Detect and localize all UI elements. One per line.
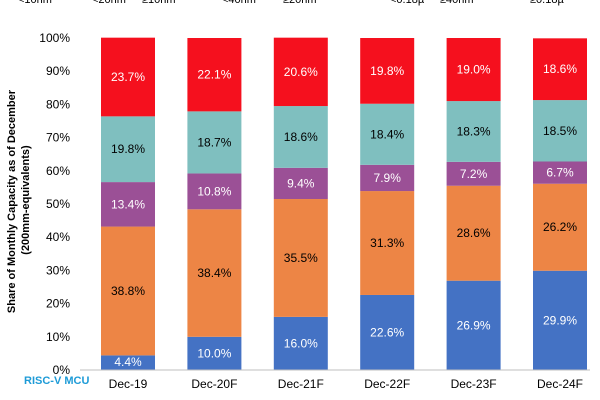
y-axis-label-line-1: Share of Monthly Capacity as of December bbox=[6, 89, 18, 313]
legend-text: ≥10nm bbox=[142, 0, 176, 6]
data-label: 20.6% bbox=[284, 65, 318, 79]
bar-segment bbox=[273, 199, 328, 317]
bar-segment bbox=[446, 101, 501, 162]
bar-segment bbox=[446, 185, 501, 281]
y-tick-label: 90% bbox=[46, 64, 70, 78]
data-label: 18.6% bbox=[543, 62, 577, 76]
x-tick-label: Dec-19 bbox=[109, 377, 148, 391]
data-label: 10.8% bbox=[197, 184, 231, 198]
data-label: 22.6% bbox=[370, 325, 404, 339]
legend-text: ≥0.18µ bbox=[530, 0, 564, 6]
bars: 4.4% 38.8% 13.4% 19.8% 23.7% 10.0% 38.4% 10.8% 1… bbox=[101, 37, 587, 370]
data-label: 28.6% bbox=[457, 226, 491, 240]
bar-segment bbox=[446, 280, 501, 370]
bar-segment bbox=[360, 164, 415, 192]
data-label: 26.2% bbox=[543, 220, 577, 234]
x-tick-label: Dec-24F bbox=[537, 377, 583, 391]
data-label: 31.3% bbox=[370, 236, 404, 250]
x-tick-label: Dec-22F bbox=[364, 377, 410, 391]
data-label: 38.8% bbox=[111, 284, 145, 298]
data-label: 19.0% bbox=[457, 63, 491, 77]
legend-text: <20nm bbox=[92, 0, 126, 6]
y-tick-label: 70% bbox=[46, 131, 70, 145]
y-axis-label: Share of Monthly Capacity as of December… bbox=[6, 87, 32, 313]
data-label: 18.5% bbox=[543, 124, 577, 138]
bar-segment bbox=[187, 38, 242, 112]
y-tick-label: 0% bbox=[53, 363, 71, 377]
y-axis: 0% 10% 20% 30% 40% 50% 60% 70% 80% 90% 100% bbox=[39, 31, 70, 377]
y-tick-label: 100% bbox=[39, 31, 70, 45]
data-label: 18.4% bbox=[370, 127, 404, 141]
bar-segment bbox=[360, 38, 415, 104]
data-label: 16.0% bbox=[284, 336, 318, 350]
data-label: 18.3% bbox=[457, 124, 491, 138]
bar-segment bbox=[273, 37, 328, 107]
bar-segment bbox=[187, 336, 242, 370]
x-tick-label: Dec-23F bbox=[451, 377, 497, 391]
legend-text: <10nm bbox=[18, 0, 52, 6]
legend-text: <40nm bbox=[222, 0, 256, 6]
legend-text: ≥40nm bbox=[440, 0, 474, 6]
data-label: 10.0% bbox=[197, 346, 231, 360]
data-label: 18.6% bbox=[284, 130, 318, 144]
data-label: 38.4% bbox=[197, 266, 231, 280]
legend: <10nm <20nm ≥10nm <40nm ≥20nm <0.18µ ≥40nm ≥0.1… bbox=[18, 0, 564, 6]
bar-segment bbox=[533, 38, 587, 101]
bar-segment bbox=[533, 161, 587, 184]
y-tick-label: 50% bbox=[46, 197, 70, 211]
data-label: 7.9% bbox=[374, 171, 402, 185]
bar-segment bbox=[273, 316, 328, 370]
y-tick-label: 40% bbox=[46, 230, 70, 244]
y-tick-label: 10% bbox=[46, 330, 70, 344]
legend-text: ≥20nm bbox=[283, 0, 317, 6]
bar-segment bbox=[533, 183, 587, 271]
x-axis: Dec-19 Dec-20F Dec-21F Dec-22F Dec-23F Dec-24… bbox=[109, 377, 583, 391]
bar-segment bbox=[187, 111, 242, 174]
data-label: 4.4% bbox=[114, 355, 142, 369]
data-label: 29.9% bbox=[543, 313, 577, 327]
bar-segment bbox=[533, 100, 587, 162]
bar-segment bbox=[533, 270, 587, 370]
bar-segment bbox=[101, 355, 155, 370]
bar-segment bbox=[446, 161, 501, 186]
data-label: 7.2% bbox=[460, 167, 488, 181]
bar-segment bbox=[360, 103, 415, 165]
data-label: 26.9% bbox=[457, 318, 491, 332]
data-label: 35.5% bbox=[284, 251, 318, 265]
y-axis-label-line-2: (200mm-equivalents) bbox=[20, 145, 32, 255]
data-label: 13.4% bbox=[111, 197, 145, 211]
bar-segment bbox=[101, 182, 155, 227]
y-tick-label: 20% bbox=[46, 297, 70, 311]
data-label: 19.8% bbox=[370, 64, 404, 78]
data-label: 9.4% bbox=[287, 176, 315, 190]
y-tick-label: 30% bbox=[46, 263, 70, 277]
y-tick-label: 80% bbox=[46, 97, 70, 111]
y-tick-label: 60% bbox=[46, 164, 70, 178]
bar-segment bbox=[446, 38, 501, 102]
bar-segment bbox=[187, 173, 242, 210]
x-tick-label: Dec-21F bbox=[278, 377, 324, 391]
bar-segment bbox=[360, 294, 415, 370]
data-label: 22.1% bbox=[197, 68, 231, 82]
bar-segment bbox=[101, 226, 155, 356]
bar-segment bbox=[101, 116, 155, 183]
data-label: 18.7% bbox=[197, 135, 231, 149]
legend-text: <0.18µ bbox=[390, 0, 425, 6]
x-tick-label: Dec-20F bbox=[191, 377, 237, 391]
bar-segment bbox=[360, 191, 415, 295]
data-label: 19.8% bbox=[111, 142, 145, 156]
bar-segment bbox=[273, 106, 328, 168]
bar-segment bbox=[187, 209, 242, 337]
watermark: RISC-V MCU bbox=[24, 375, 89, 387]
bar-segment bbox=[101, 37, 155, 117]
bar-segment bbox=[273, 167, 328, 200]
data-label: 23.7% bbox=[111, 70, 145, 84]
data-label: 6.7% bbox=[546, 166, 574, 180]
